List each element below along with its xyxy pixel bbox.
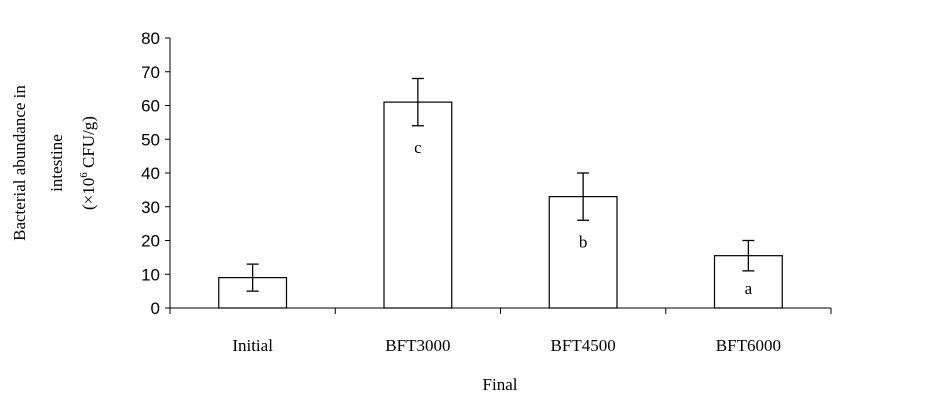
category-label-BFT3000: BFT3000 [385, 336, 450, 355]
bars [218, 101, 783, 309]
y-axis-title-line-1: Bacterial abundance in [10, 85, 29, 241]
y-axis-title: Bacterial abundance in intestine (×106 C… [10, 85, 98, 241]
error-bars [246, 77, 755, 292]
y-tick-label: 10 [141, 265, 160, 284]
category-labels: Initial BFT3000 BFT4500 BFT6000 [232, 336, 781, 355]
y-tick-label: 20 [141, 232, 160, 251]
x-axis-title: Final [483, 375, 518, 394]
y-tick-label: 30 [141, 198, 160, 217]
significance-label-BFT6000: a [745, 279, 753, 298]
y-axis-unit-suffix: CFU/g) [79, 116, 98, 172]
category-label-Initial: Initial [232, 336, 273, 355]
category-label-BFT6000: BFT6000 [716, 336, 781, 355]
significance-label-BFT4500: b [579, 232, 588, 251]
y-tick-label: 60 [141, 97, 160, 116]
y-tick-label: 70 [141, 63, 160, 82]
y-axis-title-unit: (×106 CFU/g) [78, 116, 98, 210]
category-label-BFT4500: BFT4500 [551, 336, 616, 355]
y-axis-unit-prefix: (×10 [79, 178, 98, 210]
y-axis-title-line-2: intestine [47, 134, 66, 192]
y-tick-label: 50 [141, 130, 160, 149]
y-tick-label: 80 [141, 29, 160, 48]
x-axis [169, 307, 832, 314]
significance-labels: c b a [414, 138, 753, 298]
significance-label-BFT3000: c [414, 138, 422, 157]
bar-BFT3000 [383, 101, 453, 309]
y-tick-label: 40 [141, 164, 160, 183]
y-tick-label: 0 [151, 299, 160, 318]
y-axis: 0 10 20 30 40 50 60 70 80 [141, 29, 171, 318]
y-axis-unit-superscript: 6 [78, 172, 90, 178]
